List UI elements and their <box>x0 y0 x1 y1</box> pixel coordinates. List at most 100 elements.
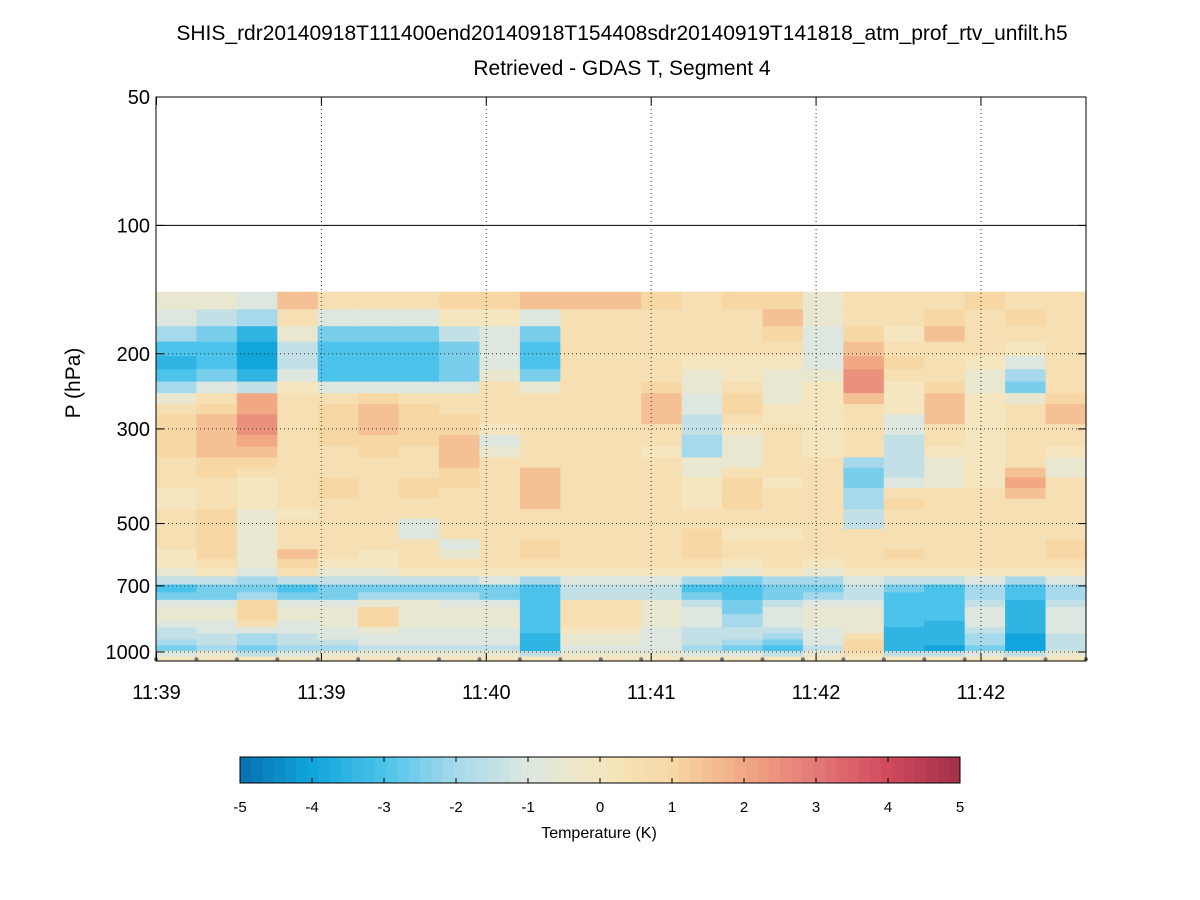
heatmap-cell <box>1045 614 1087 622</box>
heatmap-cell <box>762 528 804 541</box>
heatmap-cell <box>156 607 198 615</box>
heatmap-cell <box>560 567 602 577</box>
heatmap-cell <box>277 645 319 652</box>
heatmap-cell <box>479 567 521 577</box>
heatmap-cell <box>398 414 440 425</box>
heatmap-cell <box>317 498 359 510</box>
heatmap-cell <box>1005 369 1047 383</box>
heatmap-cell <box>358 599 400 608</box>
heatmap-cell <box>560 487 602 500</box>
heatmap-cell <box>883 576 925 586</box>
heatmap-cell <box>843 355 885 370</box>
heatmap-cell <box>277 434 319 448</box>
heatmap-cell <box>843 518 885 530</box>
heatmap-cell <box>317 599 359 608</box>
heatmap-cell <box>843 381 885 394</box>
heatmap-cell <box>196 309 238 327</box>
heatmap-cell <box>883 592 925 601</box>
heatmap-cell <box>924 404 966 416</box>
heatmap-cell <box>236 639 278 646</box>
heatmap-cell <box>843 414 885 425</box>
heatmap-cell <box>358 341 400 357</box>
heatmap-cell <box>560 498 602 510</box>
heatmap-cell <box>883 355 925 370</box>
heatmap-cell <box>1045 607 1087 615</box>
heatmap-cell <box>439 518 481 530</box>
heatmap-cell <box>964 393 1006 405</box>
heatmap-cell <box>600 477 642 489</box>
heatmap-cell <box>681 528 723 541</box>
heatmap-cell <box>519 592 561 601</box>
heatmap-cell <box>398 651 440 658</box>
heatmap-cell <box>802 576 844 586</box>
heatmap-cell <box>802 393 844 405</box>
heatmap-cell <box>358 498 400 510</box>
heatmap-cell <box>883 291 925 310</box>
colorbar-swatch <box>825 757 837 783</box>
colorbar-swatch <box>453 757 466 783</box>
heatmap-cell <box>1045 528 1087 541</box>
heatmap-cell <box>196 645 238 652</box>
heatmap-cell <box>236 576 278 586</box>
heatmap-cell <box>560 549 602 560</box>
heatmap-cell <box>277 599 319 608</box>
heatmap-cell <box>358 633 400 641</box>
heatmap-cell <box>196 584 238 593</box>
heatmap-cell <box>317 567 359 577</box>
heatmap-cell <box>560 651 602 658</box>
heatmap-cell <box>681 567 723 577</box>
colorbar-swatch <box>352 757 365 783</box>
heatmap-cell <box>560 381 602 394</box>
heatmap-cell <box>722 477 764 489</box>
heatmap-cell <box>479 477 521 489</box>
heatmap-cell <box>398 404 440 416</box>
heatmap-cell <box>722 309 764 327</box>
heatmap-cell <box>156 599 198 608</box>
heatmap-cell <box>317 404 359 416</box>
colorbar-swatch <box>566 757 578 783</box>
heatmap-cell <box>398 584 440 593</box>
heatmap-cell <box>762 498 804 510</box>
heatmap-cell <box>964 567 1006 577</box>
heatmap-cell <box>883 457 925 469</box>
heatmap-cell <box>964 633 1006 641</box>
heatmap-cell <box>722 576 764 586</box>
heatmap-cell <box>681 446 723 459</box>
heatmap-cell <box>1005 477 1047 489</box>
colorbar-swatch <box>375 757 387 783</box>
heatmap-cell <box>802 633 844 641</box>
colorbar-tick-label: 2 <box>740 799 748 816</box>
heatmap-cell <box>681 487 723 500</box>
heatmap-cell <box>1045 651 1087 658</box>
heatmap-cell <box>722 457 764 469</box>
heatmap-cell <box>479 355 521 370</box>
heatmap-cell <box>236 341 278 357</box>
heatmap-cell <box>641 627 683 635</box>
heatmap-cell <box>600 326 642 343</box>
heatmap-cell <box>317 656 359 662</box>
heatmap-cell <box>519 528 561 541</box>
heatmap-cell <box>196 404 238 416</box>
heatmap-cell <box>560 393 602 405</box>
heatmap-cell <box>924 633 966 641</box>
heatmap-cell <box>883 599 925 608</box>
heatmap-cell <box>1005 645 1047 652</box>
colorbar-swatch <box>802 757 815 783</box>
colorbar-swatch <box>723 757 736 783</box>
heatmap-cell <box>1045 457 1087 469</box>
heatmap-cell <box>600 576 642 586</box>
heatmap-cell <box>802 424 844 436</box>
heatmap-cell <box>196 518 238 530</box>
heatmap-cell <box>681 539 723 550</box>
heatmap-cell <box>1005 576 1047 586</box>
heatmap-cell <box>600 620 642 628</box>
heatmap-cell <box>236 607 278 615</box>
heatmap-cell <box>236 467 278 479</box>
heatmap-cell <box>641 518 683 530</box>
heatmap-cell <box>439 477 481 489</box>
sample-marker <box>1003 657 1008 662</box>
heatmap-cell <box>964 607 1006 615</box>
heatmap-cell <box>924 620 966 628</box>
sample-marker <box>356 657 361 662</box>
